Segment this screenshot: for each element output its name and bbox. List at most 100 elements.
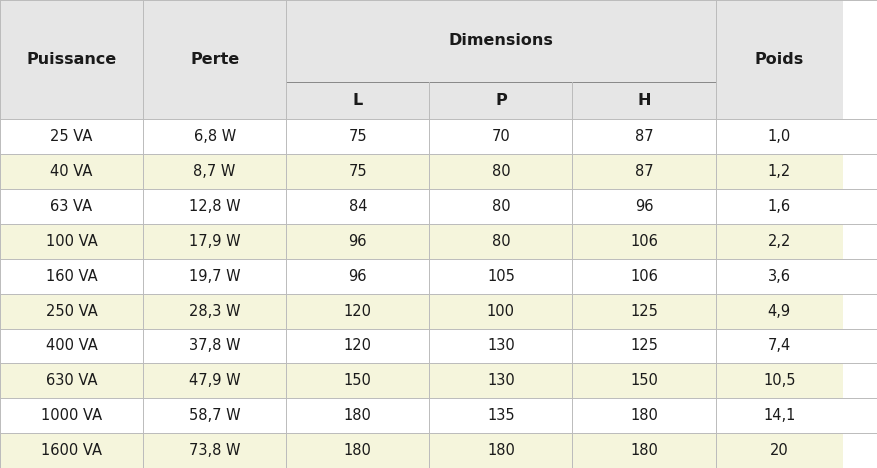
Text: 1600 VA: 1600 VA — [41, 443, 102, 458]
Bar — [715, 433, 842, 468]
Text: 150: 150 — [630, 373, 657, 388]
Text: 106: 106 — [630, 269, 657, 284]
Text: 96: 96 — [634, 199, 652, 214]
Bar — [286, 329, 429, 363]
Text: L: L — [353, 93, 362, 108]
Text: 180: 180 — [630, 443, 657, 458]
Bar — [286, 294, 429, 329]
Bar — [429, 433, 572, 468]
Bar — [143, 154, 286, 189]
Bar — [0, 119, 143, 154]
Text: 125: 125 — [630, 304, 657, 319]
Text: 100: 100 — [487, 304, 514, 319]
Bar — [286, 363, 429, 398]
Bar — [143, 329, 286, 363]
Bar — [572, 259, 715, 294]
Text: 630 VA: 630 VA — [46, 373, 97, 388]
Bar — [143, 119, 286, 154]
Text: 96: 96 — [348, 234, 367, 249]
Text: 3,6: 3,6 — [766, 269, 790, 284]
Bar — [429, 82, 572, 119]
Bar — [429, 329, 572, 363]
Bar — [715, 259, 842, 294]
Bar — [429, 224, 572, 259]
Text: 80: 80 — [491, 234, 510, 249]
Bar — [715, 398, 842, 433]
Bar — [715, 363, 842, 398]
Text: 1,2: 1,2 — [766, 164, 790, 179]
Text: 150: 150 — [344, 373, 371, 388]
Bar — [143, 259, 286, 294]
Bar — [0, 329, 143, 363]
Bar — [572, 154, 715, 189]
Text: 96: 96 — [348, 269, 367, 284]
Text: 75: 75 — [348, 164, 367, 179]
Bar — [0, 363, 143, 398]
Text: Dimensions: Dimensions — [448, 33, 553, 49]
Bar — [286, 433, 429, 468]
Text: H: H — [637, 93, 650, 108]
Text: 1,6: 1,6 — [766, 199, 790, 214]
Bar — [143, 398, 286, 433]
Bar — [286, 82, 429, 119]
Text: 87: 87 — [634, 164, 652, 179]
Bar — [429, 294, 572, 329]
Text: Poids: Poids — [753, 52, 803, 67]
Bar — [715, 154, 842, 189]
Text: 14,1: 14,1 — [762, 408, 795, 423]
Text: 75: 75 — [348, 129, 367, 144]
Bar — [0, 433, 143, 468]
Text: 58,7 W: 58,7 W — [189, 408, 240, 423]
Text: 2,2: 2,2 — [766, 234, 790, 249]
Text: 250 VA: 250 VA — [46, 304, 97, 319]
Text: 28,3 W: 28,3 W — [189, 304, 240, 319]
Bar — [143, 433, 286, 468]
Bar — [572, 433, 715, 468]
Text: 180: 180 — [487, 443, 514, 458]
Bar — [0, 224, 143, 259]
Bar — [143, 0, 286, 119]
Bar — [143, 189, 286, 224]
Text: 73,8 W: 73,8 W — [189, 443, 240, 458]
Text: Puissance: Puissance — [26, 52, 117, 67]
Bar — [572, 363, 715, 398]
Text: 37,8 W: 37,8 W — [189, 338, 240, 353]
Text: 10,5: 10,5 — [762, 373, 795, 388]
Text: 47,9 W: 47,9 W — [189, 373, 240, 388]
Bar — [715, 0, 842, 119]
Bar — [429, 189, 572, 224]
Text: 105: 105 — [487, 269, 514, 284]
Bar — [286, 224, 429, 259]
Text: 63 VA: 63 VA — [51, 199, 92, 214]
Bar — [286, 0, 715, 82]
Text: 135: 135 — [487, 408, 514, 423]
Bar — [143, 224, 286, 259]
Text: 19,7 W: 19,7 W — [189, 269, 240, 284]
Bar — [143, 363, 286, 398]
Text: 25 VA: 25 VA — [50, 129, 93, 144]
Bar — [429, 119, 572, 154]
Text: 160 VA: 160 VA — [46, 269, 97, 284]
Bar — [0, 189, 143, 224]
Bar — [572, 294, 715, 329]
Bar — [0, 259, 143, 294]
Text: 100 VA: 100 VA — [46, 234, 97, 249]
Text: 1000 VA: 1000 VA — [41, 408, 102, 423]
Bar — [572, 82, 715, 119]
Text: 17,9 W: 17,9 W — [189, 234, 240, 249]
Text: 125: 125 — [630, 338, 657, 353]
Text: 20: 20 — [769, 443, 788, 458]
Text: 80: 80 — [491, 199, 510, 214]
Text: 80: 80 — [491, 164, 510, 179]
Text: 180: 180 — [630, 408, 657, 423]
Bar — [0, 154, 143, 189]
Text: 1,0: 1,0 — [766, 129, 790, 144]
Bar — [286, 119, 429, 154]
Bar — [0, 398, 143, 433]
Text: 4,9: 4,9 — [766, 304, 790, 319]
Text: 87: 87 — [634, 129, 652, 144]
Text: 130: 130 — [487, 373, 514, 388]
Bar — [715, 189, 842, 224]
Bar — [286, 189, 429, 224]
Bar — [715, 119, 842, 154]
